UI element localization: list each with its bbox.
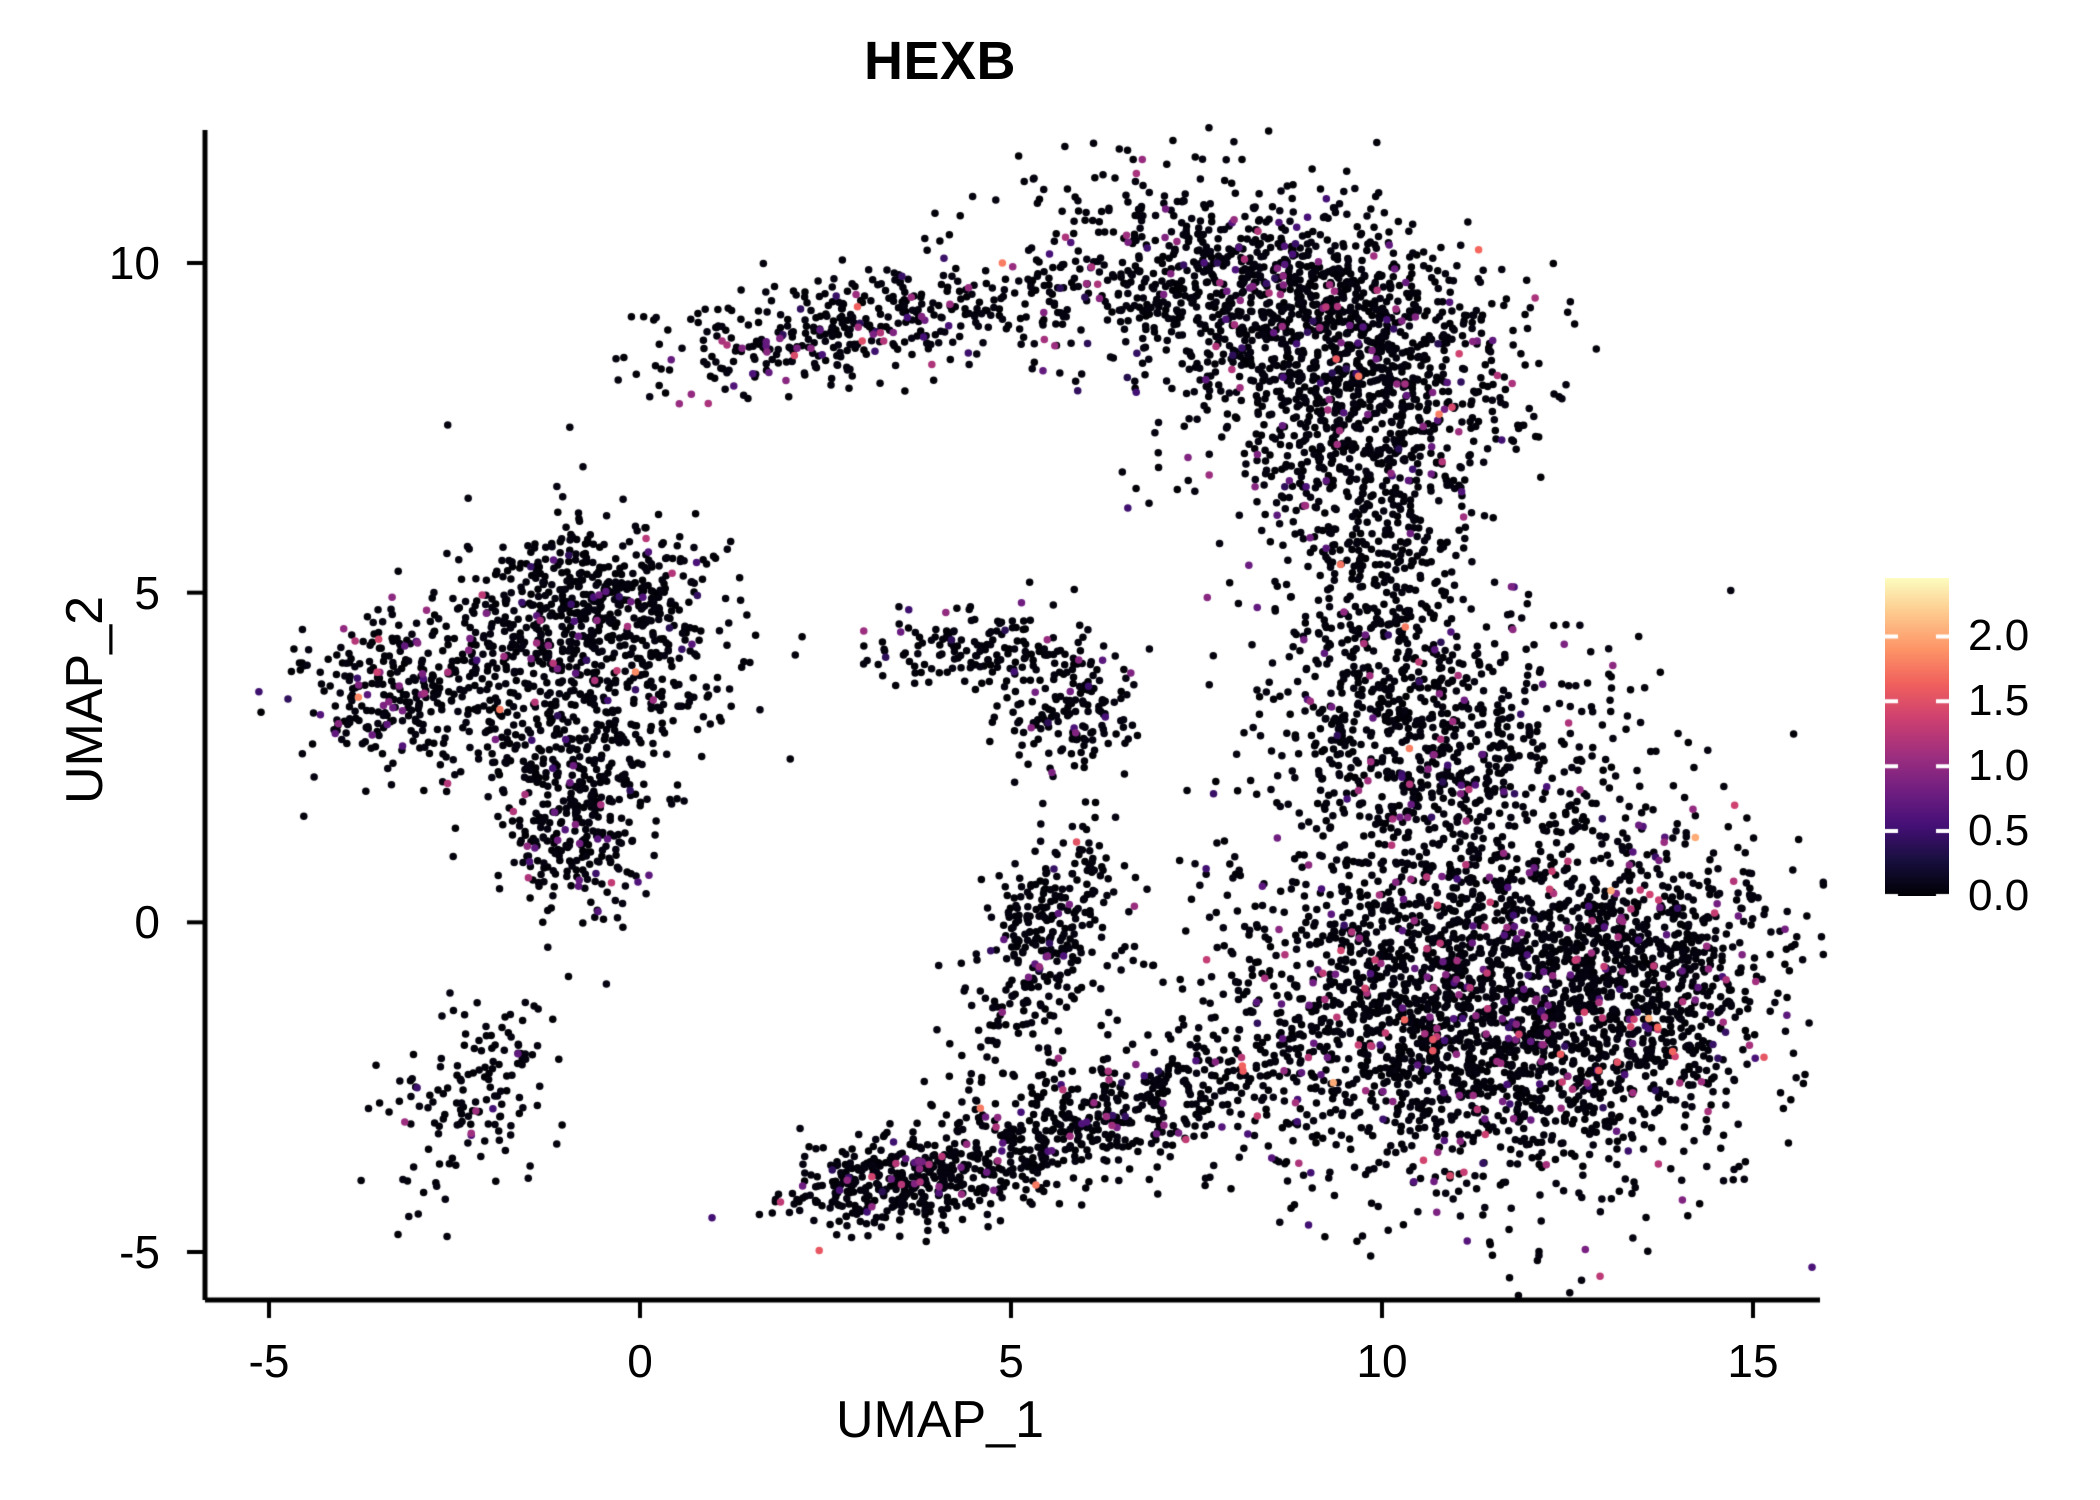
x-tick-label: 10 [1356,1335,1408,1387]
colorbar-tick-label: 2.0 [1968,611,2030,661]
x-tick-label: 15 [1727,1335,1779,1387]
y-tick-label: -5 [119,1226,160,1278]
y-tick-label: 0 [134,896,160,949]
colorbar-tick-label: 1.0 [1968,741,2030,791]
y-tick-label: 10 [108,237,160,289]
colorbar-tick-label: 1.5 [1968,676,2030,726]
x-tick-label: -5 [248,1335,290,1387]
colorbar-gradient [1885,578,1949,896]
colorbar-tick-label: 0.0 [1968,871,2030,920]
x-axis-title: UMAP_1 [835,1391,1045,1449]
x-tick-label: 0 [627,1335,653,1387]
colorbar-tick-label: 0.5 [1968,806,2030,856]
y-tick-label: 5 [134,566,160,619]
x-tick-label: 5 [998,1335,1024,1387]
